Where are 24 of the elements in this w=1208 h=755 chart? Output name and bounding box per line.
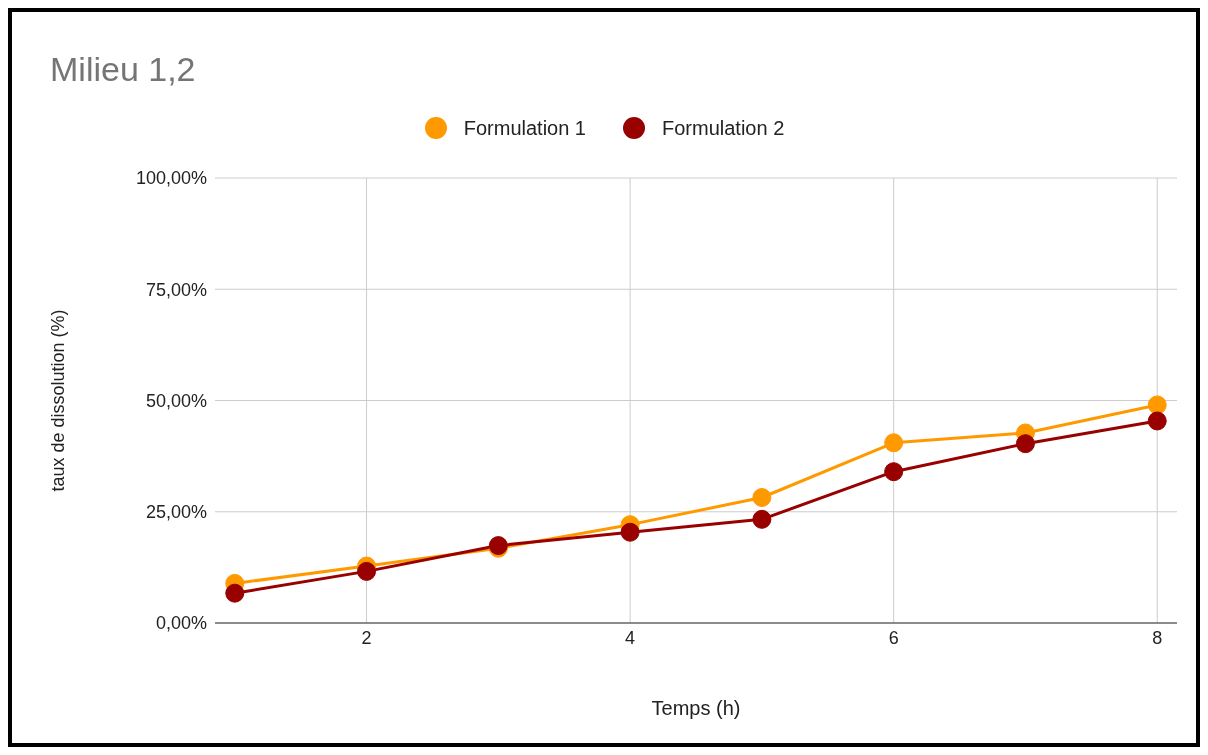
point (884, 433, 904, 453)
chart-title: Milieu 1,2 (50, 50, 196, 89)
legend-label: Formulation 1 (463, 116, 586, 140)
y-tick-label: 25,00% (145, 502, 207, 523)
point (225, 583, 245, 603)
y-tick-label: 100,00% (135, 168, 207, 189)
point (884, 462, 904, 482)
point (620, 522, 640, 542)
y-axis-title: taux de dissolution (%) (48, 309, 69, 492)
x-tick-label: 8 (1152, 627, 1163, 648)
point (752, 488, 772, 508)
point (1147, 411, 1167, 431)
point (1147, 395, 1167, 415)
x-tick-label: 4 (625, 627, 636, 648)
x-tick-label: 6 (888, 627, 899, 648)
y-tick-label: 0,00% (155, 613, 207, 634)
point (1015, 434, 1035, 454)
x-tick-label: 2 (361, 627, 372, 648)
point (752, 509, 772, 529)
legend-label: Formulation 2 (662, 116, 785, 140)
y-tick-label: 50,00% (145, 390, 207, 411)
y-tick-label: 75,00% (145, 279, 207, 300)
x-axis-title: Temps (h) (651, 697, 741, 719)
point (357, 561, 377, 581)
